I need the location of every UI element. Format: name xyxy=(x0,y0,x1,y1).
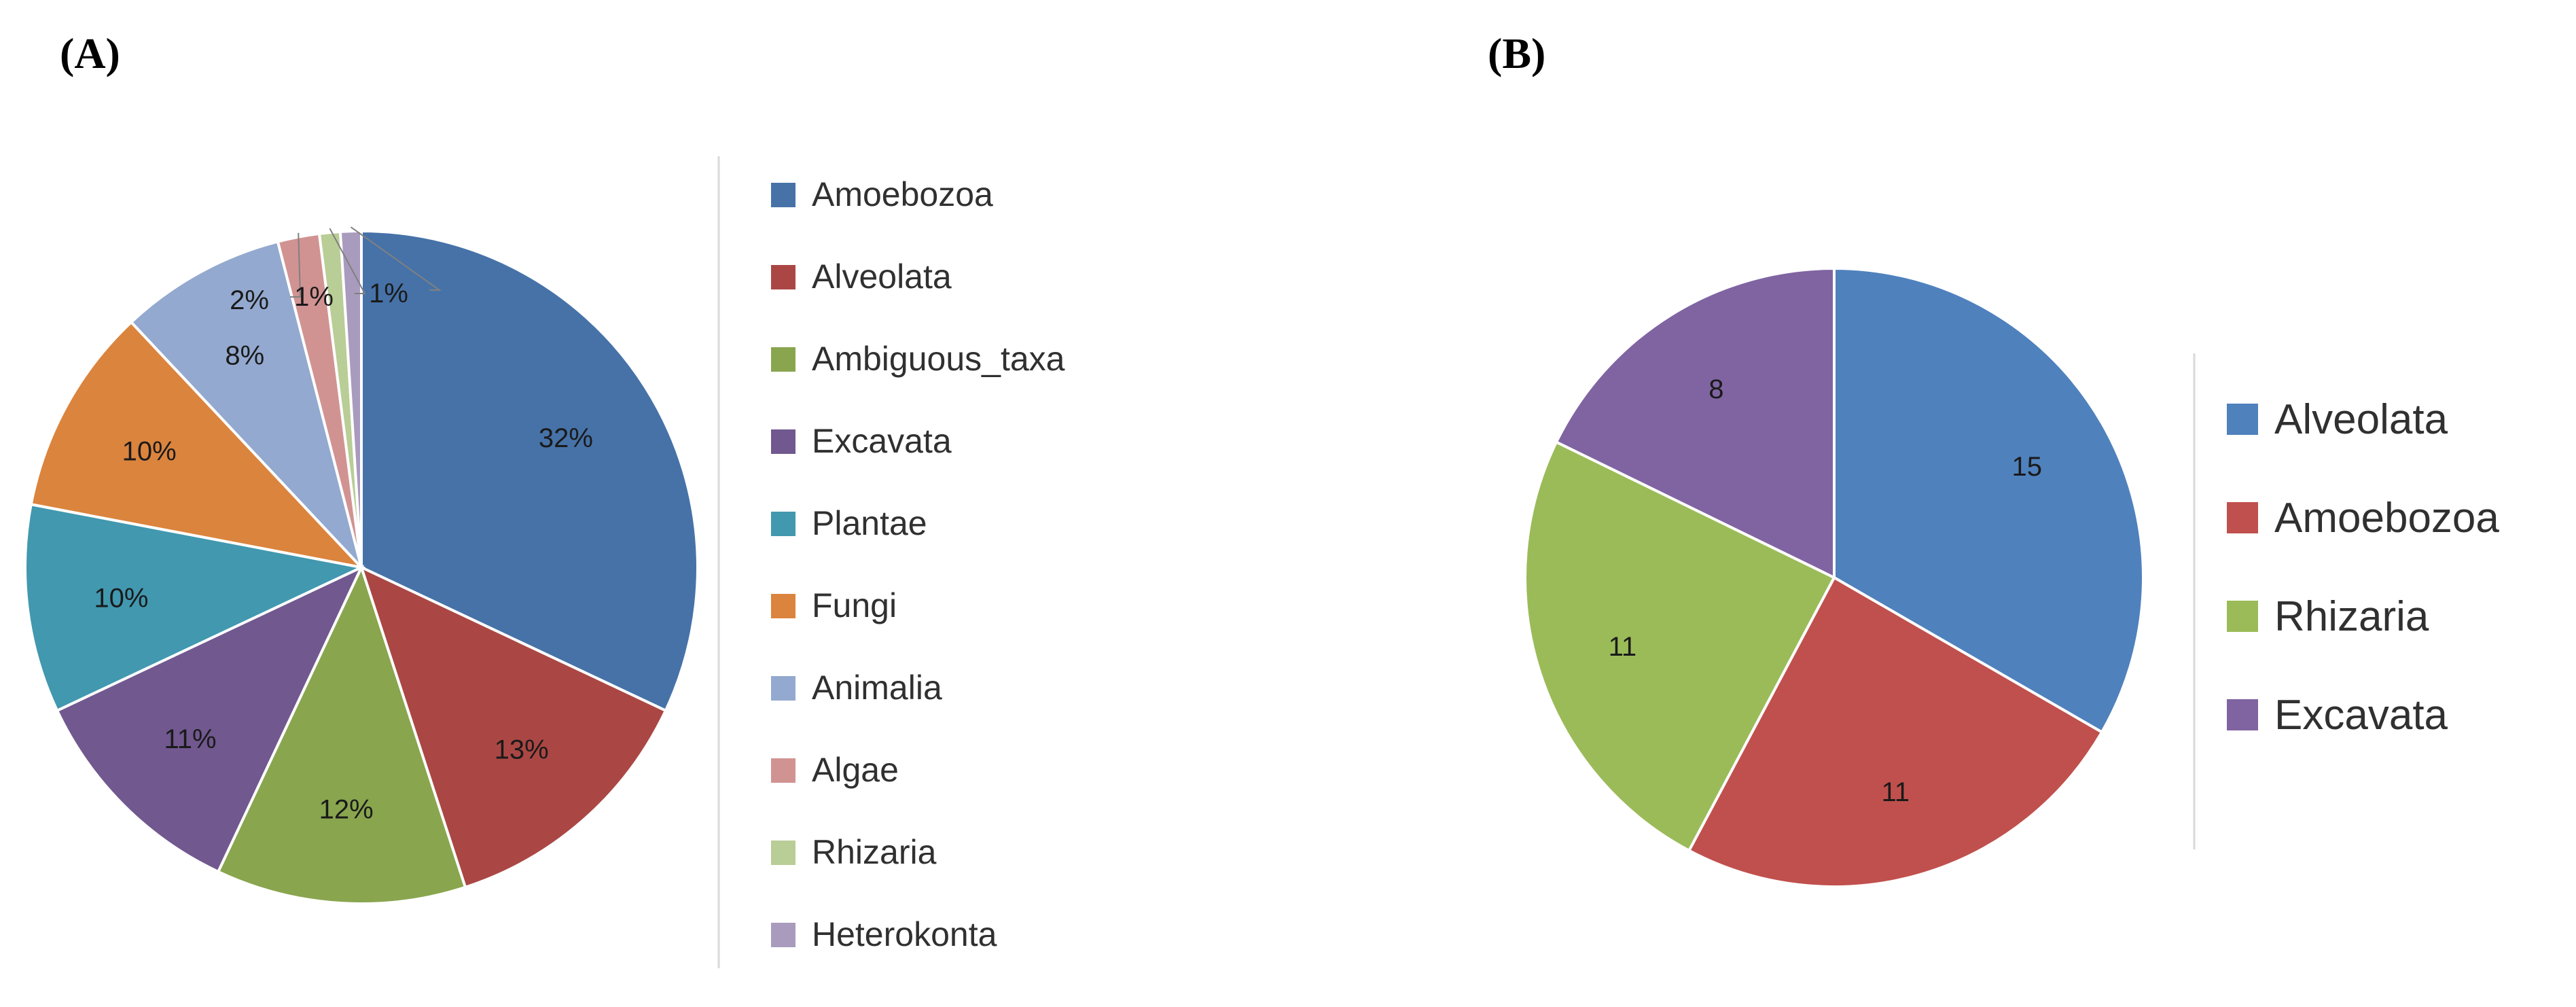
pie-a-slice-ambiguous-taxa xyxy=(216,563,467,905)
pie-a-data-label: 1% xyxy=(294,282,334,312)
pie-a-slice-excavata xyxy=(55,564,365,874)
pie-b-slice-rhizaria xyxy=(1524,440,1836,853)
legend-b-label-alveolata: Alveolata xyxy=(2274,396,2448,443)
pie-b-slice-amoebozoa xyxy=(1687,576,2104,888)
legend-a-label-algae: Algae xyxy=(812,751,899,789)
legend-a-label-alveolata: Alveolata xyxy=(812,258,952,296)
pie-a-leader-line xyxy=(329,228,366,294)
pie-a-slice-amoebozoa xyxy=(360,229,699,713)
legend-a-label-fungi: Fungi xyxy=(812,586,897,624)
pie-b-data-label: 15 xyxy=(2011,452,2042,482)
legend-b-swatch-excavata xyxy=(2227,699,2258,730)
legend-a-swatch-alveolata xyxy=(771,265,795,289)
legend-a-swatch-rhizaria xyxy=(771,841,795,865)
legend-a-label-excavata: Excavata xyxy=(812,422,952,460)
panel-b-label: (B) xyxy=(1488,29,1545,77)
pie-a-leader-line xyxy=(290,232,302,298)
legend-a-label-plantae: Plantae xyxy=(812,504,927,542)
pie-a-data-label: 10% xyxy=(94,584,148,614)
pie-a-slice-alveolata xyxy=(359,565,668,889)
legend-a-swatch-plantae xyxy=(771,512,795,536)
pie-b-data-label: 11 xyxy=(1609,632,1637,662)
legend-a-swatch-amoebozoa xyxy=(771,183,795,207)
legend-b-label-rhizaria: Rhizaria xyxy=(2274,593,2429,640)
pie-a-data-label: 1% xyxy=(369,279,408,308)
legend-b-label-amoebozoa: Amoebozoa xyxy=(2274,495,2499,542)
legend-b: Alveolata Amoebozoa Rhizaria Excavata xyxy=(2227,396,2499,739)
pie-b-data-label: 8 xyxy=(1709,374,1723,404)
pie-chart-b xyxy=(1524,266,2145,888)
pie-b-data-label: 11 xyxy=(1882,777,1910,807)
pie-a-data-label: 2% xyxy=(230,285,269,315)
pie-a-slice-plantae xyxy=(24,502,366,713)
legend-b-swatch-alveolata xyxy=(2227,404,2258,435)
pie-b-data-labels: 15 11 11 8 xyxy=(1609,374,2042,807)
pie-chart-a xyxy=(24,229,699,905)
pie-a-slice-heterokonta xyxy=(338,229,363,568)
pie-b-slice-alveolata xyxy=(1833,266,2145,735)
legend-a-label-heterokonta: Heterokonta xyxy=(812,915,997,953)
legend-b-swatch-rhizaria xyxy=(2227,601,2258,632)
pie-a-data-labels: 32% 13% 12% 11% 10% 10% 8% 2% 1% 1% xyxy=(94,226,593,825)
legend-b-label-excavata: Excavata xyxy=(2274,692,2448,739)
legend-a-swatch-heterokonta xyxy=(771,923,795,947)
legend-a-swatch-fungi xyxy=(771,594,795,618)
legend-b-swatch-amoebozoa xyxy=(2227,502,2258,533)
legend-a-swatch-excavata xyxy=(771,429,795,454)
legend-a-swatch-ambiguous-taxa xyxy=(771,347,795,372)
legend-a-label-ambiguous-taxa: Ambiguous_taxa xyxy=(812,340,1065,378)
pie-a-slice-fungi xyxy=(29,320,365,570)
pie-a-leader-line xyxy=(350,226,442,291)
pie-a-data-label: 12% xyxy=(319,795,374,825)
legend-a-label-amoebozoa: Amoebozoa xyxy=(812,175,993,213)
pie-a-slice-animalia xyxy=(129,240,363,569)
legend-a-label-animalia: Animalia xyxy=(812,669,942,707)
pie-a-data-label: 11% xyxy=(164,724,216,754)
legend-a-swatch-animalia xyxy=(771,676,795,701)
pie-a-data-label: 32% xyxy=(539,423,593,453)
legend-a: Amoebozoa Alveolata Ambiguous_taxa Excavata… xyxy=(771,175,1065,953)
pie-a-data-label: 13% xyxy=(495,735,549,764)
pie-b-slice-excavata xyxy=(1554,266,1836,580)
pie-a-data-label: 10% xyxy=(122,436,177,466)
panel-a-label: (A) xyxy=(60,29,120,77)
legend-a-swatch-algae xyxy=(771,758,795,783)
pie-a-data-label: 8% xyxy=(225,341,264,371)
legend-a-label-rhizaria: Rhizaria xyxy=(812,833,937,871)
